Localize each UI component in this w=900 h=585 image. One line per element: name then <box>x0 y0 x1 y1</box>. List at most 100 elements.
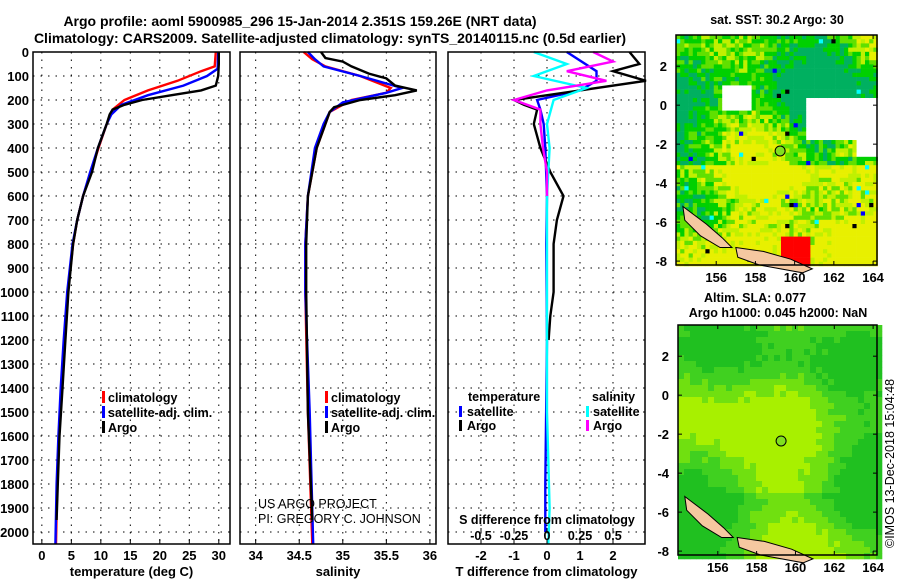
map-cell <box>776 186 782 191</box>
map-cell <box>840 421 847 428</box>
map-cell <box>873 249 878 254</box>
map-cell <box>844 72 849 78</box>
map-cell <box>828 481 835 488</box>
map-cell <box>789 72 794 78</box>
map-cell <box>780 463 787 470</box>
map-cell <box>823 93 828 99</box>
map-cell <box>834 451 841 458</box>
map-cell <box>822 463 829 470</box>
map-cell <box>701 127 706 132</box>
map-cell <box>831 123 836 128</box>
map-cell <box>834 397 841 404</box>
map-cell <box>798 529 805 536</box>
map-cell <box>876 463 883 470</box>
map-cell <box>708 415 715 422</box>
map-cell <box>732 391 739 398</box>
map-cell <box>780 415 787 422</box>
map-cell <box>869 60 874 65</box>
map-cell <box>797 93 803 99</box>
map-cell <box>743 110 748 116</box>
map-cell <box>713 194 719 200</box>
map-cell <box>688 119 694 124</box>
map-cell <box>730 219 736 225</box>
map-cell <box>688 39 694 44</box>
map-cell <box>739 173 744 179</box>
map-cell <box>776 43 782 48</box>
map-cell <box>781 47 786 53</box>
map-cell <box>810 98 815 103</box>
map-cell <box>810 215 815 221</box>
map-cell <box>786 523 793 530</box>
map-cell <box>810 140 815 145</box>
depth-tick-label: 1600 <box>0 429 29 444</box>
map-cell <box>772 194 778 200</box>
map-cell <box>834 493 841 500</box>
map-cell <box>697 257 702 263</box>
map-cell <box>844 245 849 250</box>
map-cell <box>856 219 862 225</box>
map-cell <box>873 89 878 95</box>
lon-tick-label: 162 <box>823 270 845 285</box>
map-cell <box>697 47 702 53</box>
map-cell <box>785 219 790 225</box>
map-cell <box>858 463 865 470</box>
map-cell <box>708 349 715 356</box>
map-cell <box>869 102 874 107</box>
map-cell <box>734 156 740 162</box>
map-cell <box>747 207 752 212</box>
map-cell <box>839 60 845 65</box>
map-cell <box>701 35 706 40</box>
map-cell <box>705 152 710 158</box>
map-cell <box>780 427 787 434</box>
map-cell <box>690 535 697 542</box>
map-cell <box>743 186 748 191</box>
map-cell <box>831 211 836 216</box>
map-cell <box>785 102 790 107</box>
map-cell <box>762 427 769 434</box>
map-cell <box>792 529 799 536</box>
map-cell <box>827 253 832 258</box>
map-cell <box>688 148 694 153</box>
map-cell <box>848 182 853 187</box>
map-cell <box>798 541 805 548</box>
map-cell <box>744 337 751 344</box>
map-cell <box>768 156 773 162</box>
map-cell <box>743 93 748 99</box>
map-cell <box>810 325 817 332</box>
map-cell <box>722 110 727 116</box>
map-cell <box>722 261 727 267</box>
map-cell <box>697 165 702 170</box>
map-cell <box>722 207 727 212</box>
map-cell <box>722 64 727 69</box>
map-cell <box>701 165 706 170</box>
map-cell <box>818 47 824 53</box>
map-cell <box>839 228 845 233</box>
map-cell <box>680 228 685 233</box>
map-cell <box>856 228 862 233</box>
map-cell <box>750 535 757 542</box>
map-cell <box>822 355 829 362</box>
map-cell <box>734 72 740 78</box>
map-cell <box>744 325 751 332</box>
map-cell <box>705 144 710 149</box>
map-cell <box>739 93 744 99</box>
map-cell <box>718 106 723 111</box>
map-cell <box>870 439 877 446</box>
map-cell <box>756 367 763 374</box>
map-cell <box>848 43 853 48</box>
map-cell <box>678 487 685 494</box>
map-cell <box>760 81 765 86</box>
map-cell <box>734 236 740 242</box>
map-cell <box>827 89 832 95</box>
map-cell <box>827 257 832 263</box>
map-cell <box>747 56 752 61</box>
map-frame <box>677 324 878 556</box>
map-cell <box>764 245 769 250</box>
map-cell <box>676 207 681 212</box>
map-cell <box>852 186 857 191</box>
map-cell <box>781 140 786 145</box>
map-cell <box>739 56 744 61</box>
map-cell <box>806 127 811 132</box>
map-cell <box>734 190 740 195</box>
map-cell <box>776 102 782 107</box>
